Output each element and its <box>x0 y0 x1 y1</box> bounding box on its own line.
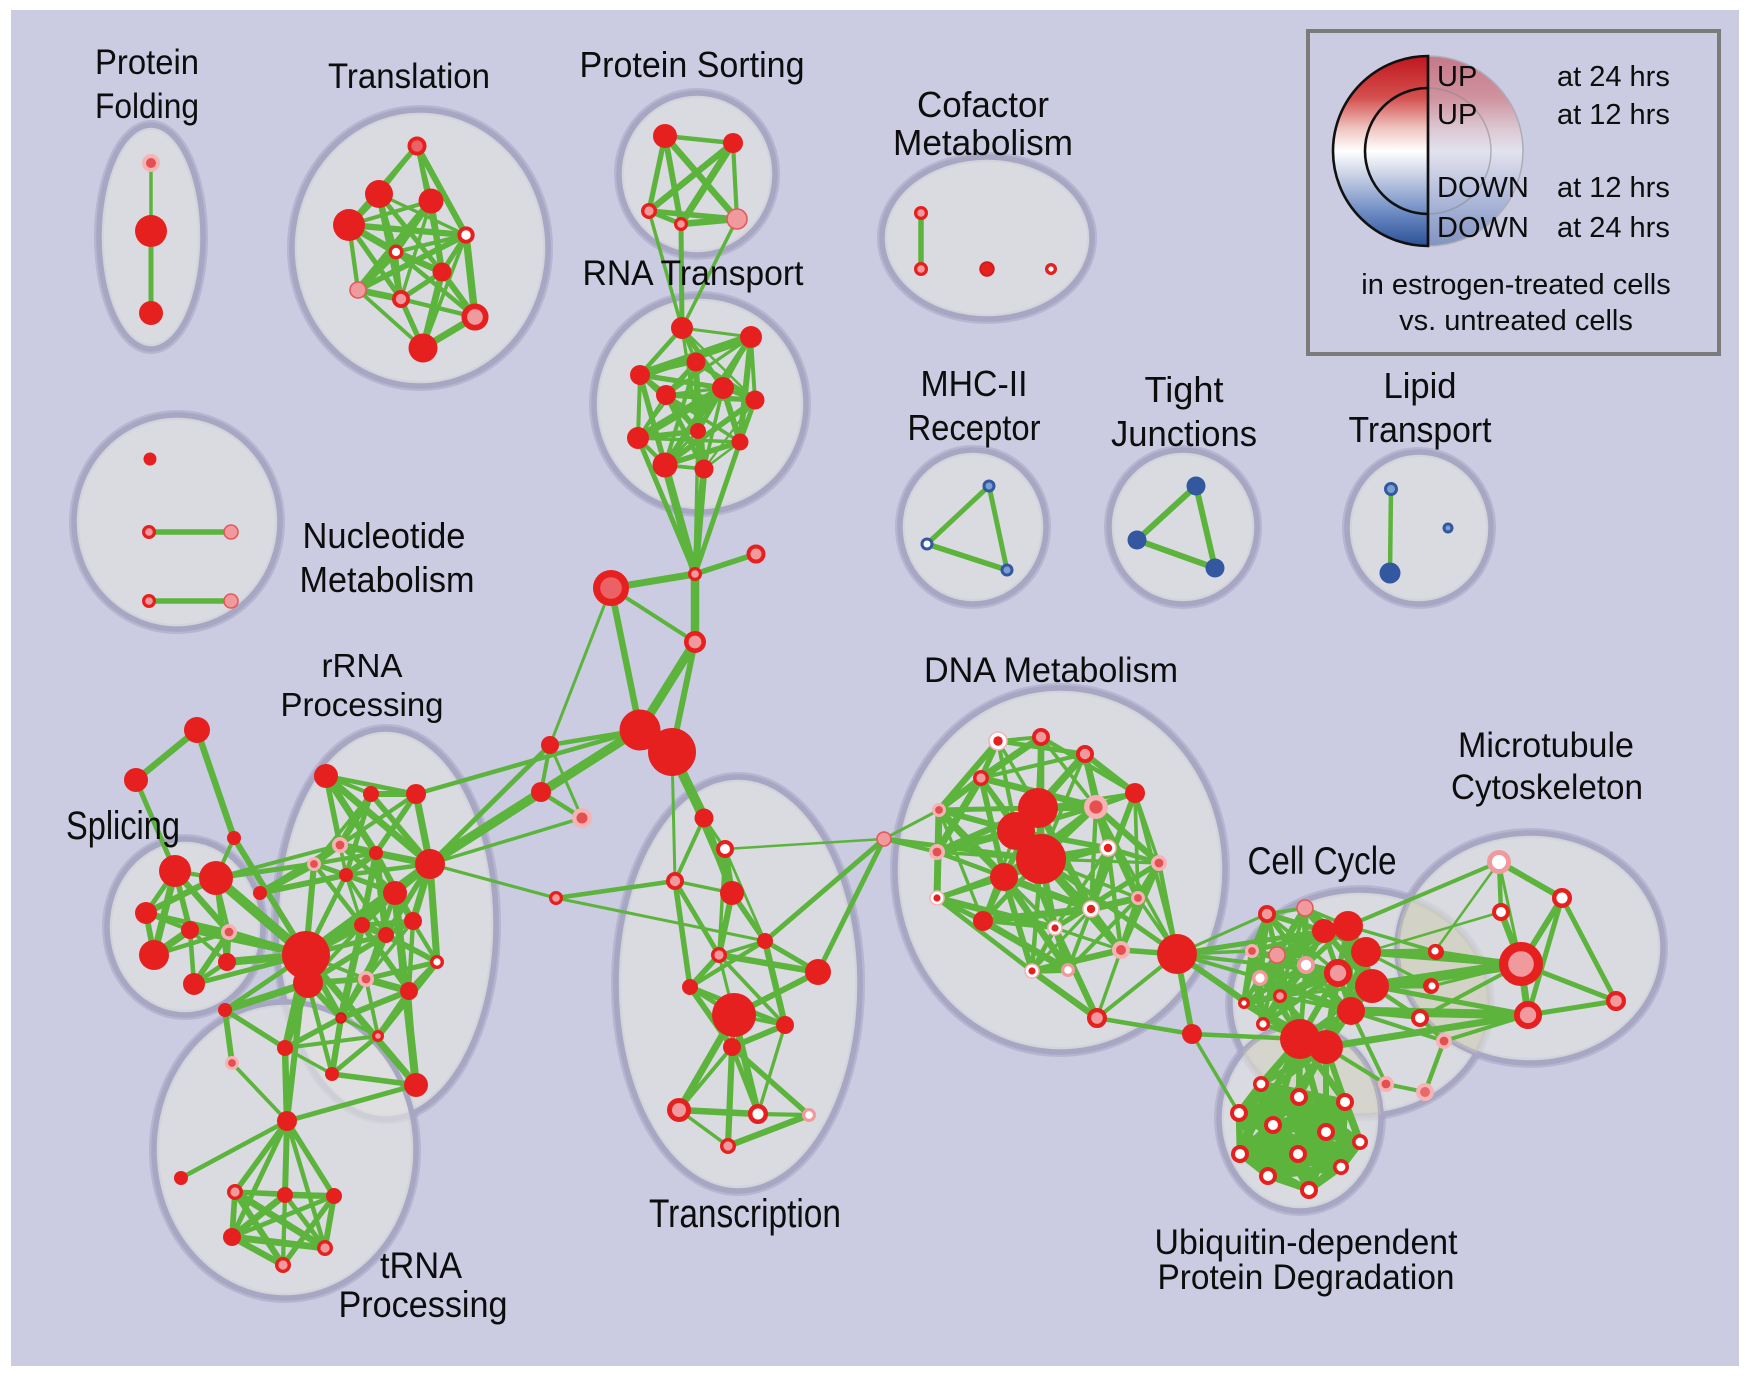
svg-text:at 12 hrs: at 12 hrs <box>1557 99 1670 131</box>
svg-text:Protein: Protein <box>95 43 199 82</box>
svg-text:at 12 hrs: at 12 hrs <box>1557 172 1670 204</box>
svg-text:Microtubule: Microtubule <box>1458 726 1634 765</box>
svg-text:at 24 hrs: at 24 hrs <box>1557 212 1670 244</box>
svg-text:Tight: Tight <box>1145 369 1224 410</box>
svg-text:Cytoskeleton: Cytoskeleton <box>1451 768 1643 807</box>
svg-text:Lipid: Lipid <box>1384 365 1457 406</box>
svg-text:Transcription: Transcription <box>649 1192 841 1236</box>
svg-text:Protein Sorting: Protein Sorting <box>580 44 805 85</box>
svg-text:Metabolism: Metabolism <box>300 559 475 600</box>
svg-text:DOWN: DOWN <box>1437 172 1529 204</box>
svg-text:Cell Cycle: Cell Cycle <box>1248 840 1397 883</box>
svg-text:Cofactor: Cofactor <box>917 84 1049 125</box>
svg-text:at 24 hrs: at 24 hrs <box>1557 61 1670 93</box>
svg-text:Junctions: Junctions <box>1111 413 1257 454</box>
svg-text:Processing: Processing <box>281 686 444 723</box>
svg-text:Ubiquitin-dependent: Ubiquitin-dependent <box>1155 1223 1458 1262</box>
svg-text:UP: UP <box>1437 61 1477 93</box>
svg-text:Translation: Translation <box>328 57 490 96</box>
svg-text:DOWN: DOWN <box>1437 212 1529 244</box>
svg-text:Metabolism: Metabolism <box>893 122 1073 163</box>
svg-text:Receptor: Receptor <box>908 407 1041 448</box>
svg-text:Processing: Processing <box>339 1284 508 1325</box>
svg-text:RNA Transport: RNA Transport <box>583 254 804 293</box>
svg-text:DNA Metabolism: DNA Metabolism <box>924 651 1178 690</box>
svg-text:Nucleotide: Nucleotide <box>303 515 466 556</box>
svg-text:MHC-II: MHC-II <box>921 363 1028 404</box>
svg-text:tRNA: tRNA <box>380 1245 462 1286</box>
svg-text:Protein Degradation: Protein Degradation <box>1158 1258 1455 1297</box>
svg-text:rRNA: rRNA <box>322 647 403 684</box>
svg-text:Transport: Transport <box>1349 409 1492 450</box>
svg-text:vs. untreated cells: vs. untreated cells <box>1399 305 1633 337</box>
svg-text:Splicing: Splicing <box>66 804 180 848</box>
svg-text:Folding: Folding <box>95 87 199 126</box>
svg-text:in estrogen-treated cells: in estrogen-treated cells <box>1361 269 1671 301</box>
svg-text:UP: UP <box>1437 99 1477 131</box>
